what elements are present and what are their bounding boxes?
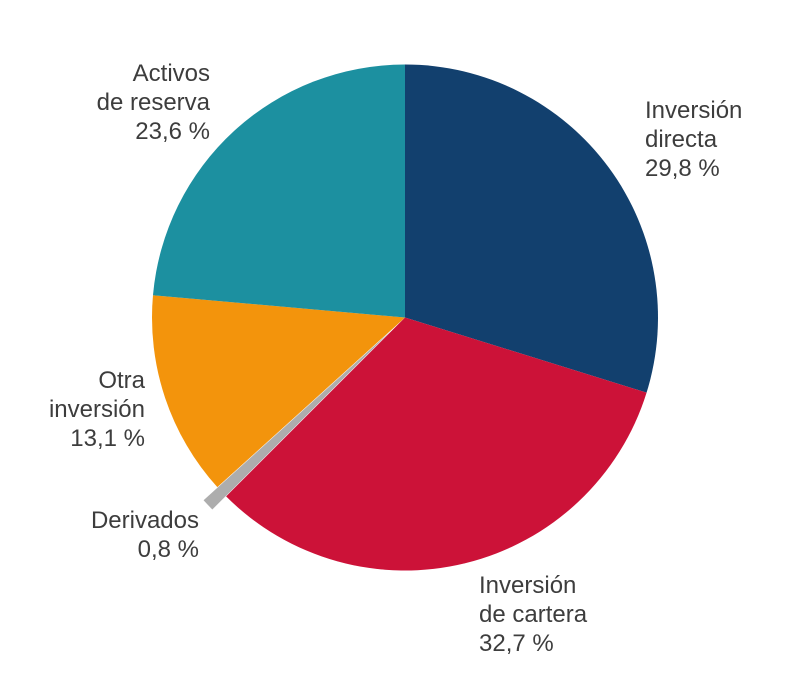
label-line: de reserva [96, 89, 210, 116]
label-line: Otra [98, 367, 145, 394]
label-inversion-de-cartera: Inversión de cartera 32,7 % [479, 571, 587, 658]
pie-slice-otra-inversion [152, 295, 405, 488]
label-line: directa [645, 126, 718, 153]
label-derivados: Derivados 0,8 % [91, 506, 199, 564]
label-value: 32,7 % [479, 630, 554, 657]
pie-slice-derivados [203, 330, 392, 510]
pie-slice-inversion-de-cartera [226, 317, 647, 571]
label-line: de cartera [479, 601, 588, 628]
pie-slice-inversion-directa [405, 64, 658, 393]
pie-slice-activos-de-reserva [152, 64, 405, 318]
label-value: 0,8 % [137, 536, 199, 563]
label-activos-de-reserva: Activos de reserva 23,6 % [97, 59, 210, 146]
label-line: Inversión [479, 572, 577, 599]
label-line: inversión [48, 396, 145, 423]
label-line: Derivados [90, 507, 199, 534]
label-value: 13,1 % [70, 425, 145, 452]
label-line: Inversión [645, 97, 743, 124]
label-inversion-directa: Inversión directa 29,8 % [645, 96, 742, 183]
label-value: 29,8 % [645, 155, 720, 182]
label-otra-inversion: Otra inversión 13,1 % [49, 366, 145, 453]
label-line: Activos [132, 60, 210, 87]
label-value: 23,6 % [135, 118, 210, 145]
